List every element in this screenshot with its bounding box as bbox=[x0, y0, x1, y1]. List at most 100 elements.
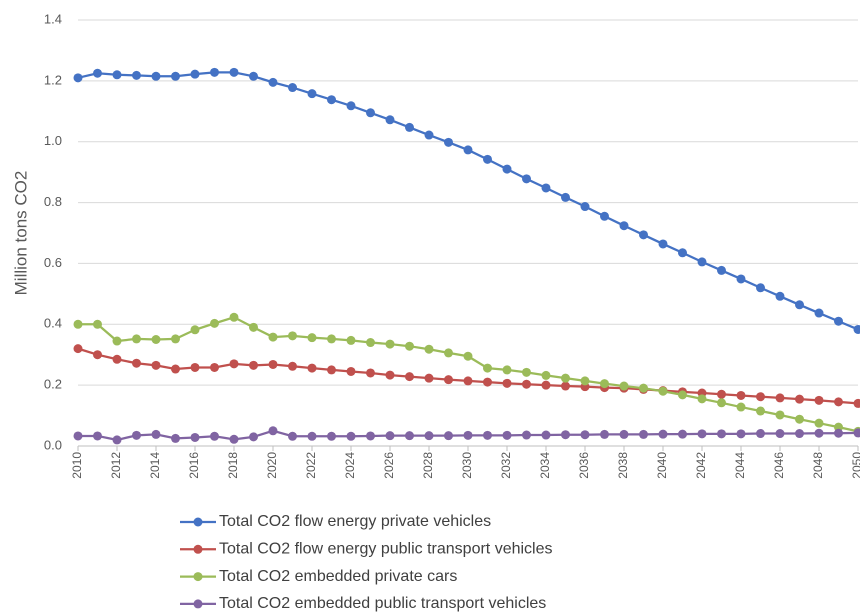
data-point bbox=[853, 398, 860, 408]
data-point bbox=[444, 375, 453, 385]
data-point bbox=[522, 174, 531, 184]
data-point bbox=[385, 115, 395, 125]
data-point bbox=[834, 316, 843, 326]
data-point bbox=[541, 183, 551, 193]
data-point bbox=[853, 428, 860, 438]
data-point bbox=[522, 367, 531, 377]
data-point bbox=[288, 331, 297, 341]
data-point bbox=[814, 428, 824, 438]
data-point bbox=[268, 359, 278, 369]
x-tick-label: 2018 bbox=[226, 452, 240, 479]
data-point bbox=[483, 154, 492, 164]
data-point bbox=[736, 274, 746, 284]
data-point bbox=[795, 429, 804, 439]
data-point bbox=[795, 394, 804, 404]
data-point bbox=[132, 70, 141, 80]
legend-label: Total CO2 embedded public transport vehi… bbox=[219, 595, 546, 612]
data-point bbox=[561, 430, 570, 440]
data-point bbox=[346, 101, 356, 111]
data-point bbox=[229, 67, 239, 77]
data-point bbox=[600, 379, 609, 389]
y-tick-label: 0.6 bbox=[44, 255, 62, 270]
data-point bbox=[346, 366, 356, 376]
data-point bbox=[424, 373, 434, 383]
x-tick-label: 2050 bbox=[850, 452, 860, 479]
data-point bbox=[561, 373, 570, 383]
data-point bbox=[268, 426, 278, 436]
data-point bbox=[249, 360, 258, 370]
data-point bbox=[834, 397, 843, 407]
data-point bbox=[658, 429, 668, 439]
data-point bbox=[151, 71, 161, 81]
data-point bbox=[658, 386, 668, 396]
data-point bbox=[73, 319, 83, 329]
data-point bbox=[405, 431, 414, 441]
x-tick-label: 2030 bbox=[460, 452, 474, 479]
data-point bbox=[73, 73, 83, 83]
data-point bbox=[580, 430, 590, 440]
series-line bbox=[77, 71, 859, 331]
data-point bbox=[814, 395, 824, 405]
data-point bbox=[171, 334, 180, 344]
data-point bbox=[327, 334, 336, 344]
data-point bbox=[658, 239, 668, 249]
x-tick-label: 2016 bbox=[187, 452, 201, 479]
data-point bbox=[346, 335, 356, 345]
data-point bbox=[405, 372, 414, 382]
data-point bbox=[639, 230, 648, 240]
data-point bbox=[639, 383, 648, 393]
data-point bbox=[93, 431, 102, 441]
x-tick-label: 2026 bbox=[382, 452, 396, 479]
data-point bbox=[132, 358, 141, 368]
y-tick-label: 1.0 bbox=[44, 133, 62, 148]
data-point bbox=[132, 430, 141, 440]
data-point bbox=[678, 248, 687, 258]
x-tick-label: 2012 bbox=[109, 452, 123, 479]
data-point bbox=[93, 350, 102, 360]
data-point bbox=[814, 418, 824, 428]
data-point bbox=[795, 300, 804, 310]
data-point bbox=[171, 433, 180, 443]
data-point bbox=[736, 390, 746, 400]
data-point bbox=[307, 431, 317, 441]
data-point bbox=[112, 435, 122, 445]
data-point bbox=[697, 257, 707, 267]
data-point bbox=[132, 334, 141, 344]
data-point bbox=[366, 108, 375, 118]
data-point bbox=[424, 130, 434, 140]
data-point bbox=[600, 211, 609, 221]
data-point bbox=[483, 430, 492, 440]
data-point bbox=[853, 324, 860, 334]
legend-marker bbox=[193, 544, 203, 554]
x-tick-label: 2014 bbox=[148, 452, 162, 479]
data-point bbox=[327, 95, 336, 105]
y-tick-label: 1.2 bbox=[44, 72, 62, 87]
data-point bbox=[249, 432, 258, 442]
data-point bbox=[483, 363, 492, 373]
data-point bbox=[444, 431, 453, 441]
x-tick-label: 2022 bbox=[304, 452, 318, 479]
data-point bbox=[541, 380, 551, 390]
x-tick-label: 2048 bbox=[811, 452, 825, 479]
x-tick-label: 2042 bbox=[694, 452, 708, 479]
data-point bbox=[717, 398, 726, 408]
data-point bbox=[775, 410, 785, 420]
data-point bbox=[190, 325, 200, 335]
data-point bbox=[717, 265, 726, 275]
y-tick-label: 0.8 bbox=[44, 194, 62, 209]
data-point bbox=[346, 431, 356, 441]
data-point bbox=[756, 392, 765, 402]
data-point bbox=[463, 376, 473, 386]
data-point bbox=[541, 430, 551, 440]
data-point bbox=[210, 318, 219, 328]
x-tick-label: 2024 bbox=[343, 452, 357, 479]
data-point bbox=[190, 69, 200, 79]
data-point bbox=[210, 431, 219, 441]
data-point bbox=[424, 431, 434, 441]
data-point bbox=[678, 429, 687, 439]
data-point bbox=[483, 377, 492, 387]
data-point bbox=[229, 359, 239, 369]
legend-label: Total CO2 flow energy public transport v… bbox=[219, 541, 553, 558]
data-point bbox=[522, 430, 531, 440]
